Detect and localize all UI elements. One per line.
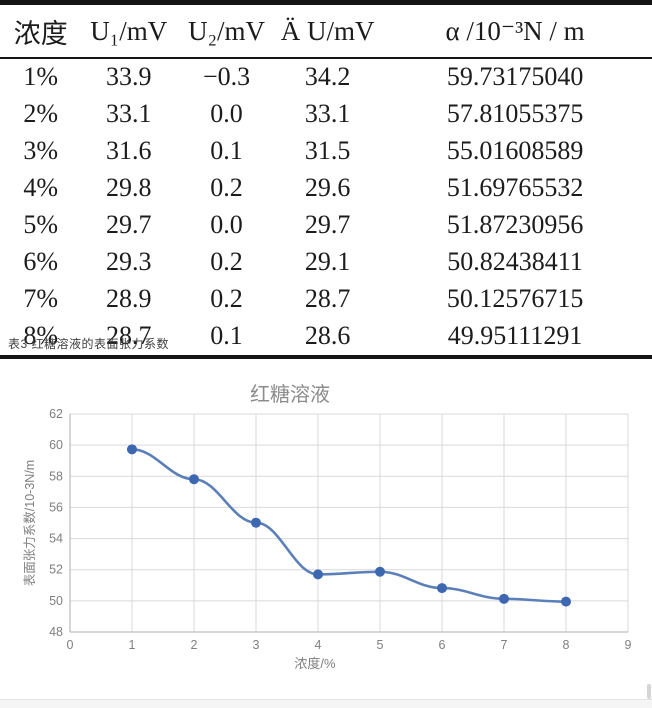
table-row: 5% 29.7 0.0 29.7 51.87230956 xyxy=(0,207,652,244)
table-cell: 29.6 xyxy=(304,173,351,202)
table-cell: 0.2 xyxy=(210,173,243,202)
table-cell: 29.1 xyxy=(304,247,351,276)
table-cell: 29.3 xyxy=(106,247,152,276)
table-cell: 59.73175040 xyxy=(446,62,584,91)
table-cell: −0.3 xyxy=(202,62,251,91)
x-tick-label: 1 xyxy=(129,638,136,652)
x-tick-label: 5 xyxy=(377,638,384,652)
table-header-row: 浓度 U₁/mV U₂/mV Ä U/mV α /10⁻³N / m xyxy=(0,3,652,58)
scrollbar-thumb[interactable] xyxy=(647,684,651,699)
x-axis-title: 浓度/% xyxy=(294,656,336,671)
table-header-cell: U₁/mV xyxy=(90,16,168,46)
y-axis-title: 表面张力系数/10-3N/m xyxy=(22,460,37,586)
table-cell: 28.7 xyxy=(304,284,351,313)
table-header-cell: U₂/mV xyxy=(188,16,266,46)
table-cell: 0.0 xyxy=(210,99,243,128)
page-bottom-divider xyxy=(0,699,652,708)
data-point-marker xyxy=(561,596,571,607)
y-tick-label: 56 xyxy=(49,500,63,514)
y-tick-label: 52 xyxy=(49,563,63,577)
table-cell: 29.7 xyxy=(106,210,152,239)
table-header-cell: Ä U/mV xyxy=(280,16,375,46)
table-cell: 0.2 xyxy=(210,247,243,276)
y-tick-label: 58 xyxy=(49,469,63,483)
y-tick-label: 62 xyxy=(49,407,63,421)
table-cell: 0.0 xyxy=(210,210,243,239)
y-tick-label: 54 xyxy=(49,532,63,546)
table-header-cell: 浓度 xyxy=(13,19,68,49)
table-cell: 0.1 xyxy=(210,136,243,165)
table-cell: 28.9 xyxy=(106,284,152,313)
table-cell: 33.9 xyxy=(106,62,152,91)
table-cell: 55.01608589 xyxy=(446,136,584,165)
table-row: 1% 33.9 −0.3 34.2 59.73175040 xyxy=(0,58,652,96)
measurement-table: 浓度 U₁/mV U₂/mV Ä U/mV α /10⁻³N / m 1% 33.9 −0.… xyxy=(0,0,652,359)
table-cell: 3% xyxy=(23,136,59,165)
data-line xyxy=(130,448,568,603)
x-tick-label: 8 xyxy=(563,638,570,652)
table-cell: 31.5 xyxy=(304,136,351,165)
table-cell: 2% xyxy=(23,99,59,128)
chart-title: 红糖溶液 xyxy=(250,383,330,406)
table-cell: 6% xyxy=(23,247,59,276)
table-row: 4% 29.8 0.2 29.6 51.69765532 xyxy=(0,170,652,207)
table-row: 2% 33.1 0.0 33.1 57.81055375 xyxy=(0,96,652,133)
table-cell: 28.6 xyxy=(304,321,351,350)
table-cell: 57.81055375 xyxy=(446,99,584,128)
table-cell: 51.69765532 xyxy=(446,173,584,202)
table-cell: 8% xyxy=(23,321,59,350)
data-point-marker xyxy=(437,583,447,594)
table-cell: 33.1 xyxy=(304,99,351,128)
table-cell: 5% xyxy=(23,210,59,239)
table-cell: 7% xyxy=(23,284,59,313)
y-tick-label: 50 xyxy=(49,594,63,608)
table-cell: 1% xyxy=(23,62,59,91)
table-cell: 0.2 xyxy=(210,284,243,313)
table-row: 8% 28.7 0.1 28.6 49.95111291 xyxy=(0,318,652,357)
table-cell: 34.2 xyxy=(304,62,351,91)
data-point-marker xyxy=(189,474,199,485)
table-cell: 33.1 xyxy=(106,99,152,128)
table-row: 3% 31.6 0.1 31.5 55.01608589 xyxy=(0,133,652,170)
table-header-cell: α /10⁻³N / m xyxy=(445,16,585,46)
data-point-marker xyxy=(375,566,385,577)
x-tick-label: 6 xyxy=(439,638,446,652)
data-point-marker xyxy=(313,569,323,580)
y-tick-label: 48 xyxy=(49,625,63,639)
data-point-marker xyxy=(127,444,137,455)
y-tick-label: 60 xyxy=(49,438,63,452)
table-cell: 0.1 xyxy=(210,321,243,350)
x-tick-label: 2 xyxy=(191,638,198,652)
table-cell: 29.7 xyxy=(304,210,351,239)
x-tick-label: 4 xyxy=(315,638,322,652)
x-tick-label: 9 xyxy=(625,638,632,652)
table-cell: 28.7 xyxy=(106,321,152,350)
table-caption: 表3 红糖溶液的表面张力系数 xyxy=(8,337,170,351)
table-cell: 4% xyxy=(23,173,59,202)
table-cell: 49.95111291 xyxy=(447,321,583,350)
table-row: 6% 29.3 0.2 29.1 50.82438411 xyxy=(0,244,652,281)
x-tick-label: 7 xyxy=(501,638,508,652)
table-cell: 51.87230956 xyxy=(446,210,584,239)
x-tick-label: 0 xyxy=(67,638,74,652)
data-point-marker xyxy=(251,517,261,528)
table-cell: 50.12576715 xyxy=(446,284,584,313)
table-row: 7% 28.9 0.2 28.7 50.12576715 xyxy=(0,281,652,318)
line-chart: 48 50 52 54 56 58 60 62 0 1 2 3 4 5 6 7 8 9 红糖溶液 浓度/% 表面张力系数… xyxy=(0,383,652,683)
table-cell: 50.82438411 xyxy=(447,247,583,276)
measurement-table-block: 浓度 U₁/mV U₂/mV Ä U/mV α /10⁻³N / m 1% 33.9 −0.… xyxy=(0,0,652,359)
data-point-marker xyxy=(499,593,509,604)
table-body: 1% 33.9 −0.3 34.2 59.73175040 2% 33.1 0.0 33.1 57… xyxy=(0,58,652,357)
table-cell: 29.8 xyxy=(106,173,152,202)
table-cell: 31.6 xyxy=(106,136,152,165)
x-tick-label: 3 xyxy=(253,638,260,652)
